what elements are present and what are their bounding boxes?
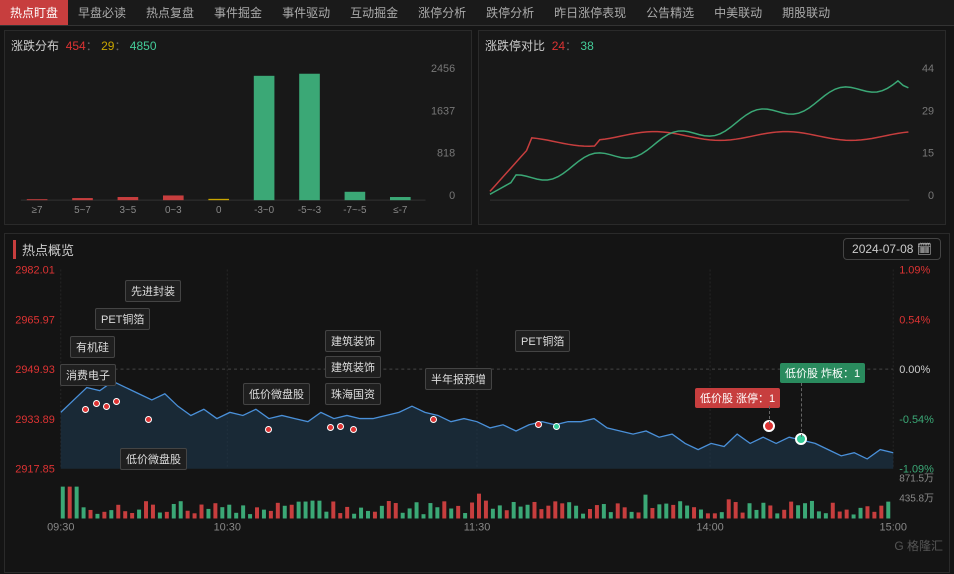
- tab-7[interactable]: 跌停分析: [476, 0, 544, 25]
- svg-text:10:30: 10:30: [214, 521, 241, 533]
- svg-text:0~3: 0~3: [165, 205, 182, 216]
- linecmp-chart: 44 29 15 0: [485, 56, 939, 216]
- svg-text:2933.89: 2933.89: [15, 414, 55, 426]
- svg-text:2917.85: 2917.85: [15, 464, 55, 476]
- main-header: 热点概览 2024-07-08 🗓: [9, 238, 945, 264]
- date-label: 2024-07-08: [852, 242, 913, 256]
- tab-4[interactable]: 事件驱动: [272, 0, 340, 25]
- svg-text:0: 0: [928, 190, 934, 202]
- svg-text:435.8万: 435.8万: [899, 494, 934, 505]
- svg-text:≥7: ≥7: [32, 205, 43, 216]
- tab-9[interactable]: 公告精选: [636, 0, 704, 25]
- tab-2[interactable]: 热点复盘: [136, 0, 204, 25]
- svg-text:44: 44: [922, 63, 934, 75]
- hist-chart: 2456 1637 818 0 ≥7 5~7 3~5 0~3 0 -3~0 -5~-3 -7~-5 ≤-…: [11, 56, 465, 216]
- svg-text:15:00: 15:00: [880, 521, 907, 533]
- tab-1[interactable]: 早盘必读: [68, 0, 136, 25]
- svg-text:11:30: 11:30: [464, 521, 491, 533]
- svg-text:818: 818: [437, 148, 455, 160]
- nav-tabs: 热点盯盘早盘必读热点复盘事件掘金事件驱动互动掘金涨停分析跌停分析昨日涨停表现公告…: [0, 0, 954, 26]
- svg-text:0.00%: 0.00%: [899, 364, 930, 376]
- svg-text:871.5万: 871.5万: [899, 474, 934, 485]
- calendar-icon: 🗓: [917, 242, 932, 256]
- svg-text:09:30: 09:30: [47, 521, 74, 533]
- svg-text:2982.01: 2982.01: [15, 265, 55, 277]
- watermark: G 格隆汇: [894, 537, 943, 554]
- svg-text:0.54%: 0.54%: [899, 314, 930, 326]
- tab-10[interactable]: 中美联动: [704, 0, 772, 25]
- svg-text:2456: 2456: [431, 63, 455, 75]
- tab-6[interactable]: 涨停分析: [408, 0, 476, 25]
- svg-text:-3~0: -3~0: [254, 205, 275, 216]
- svg-text:-5~-3: -5~-3: [298, 205, 322, 216]
- svg-text:15: 15: [922, 148, 934, 160]
- svg-text:≤-7: ≤-7: [393, 205, 407, 216]
- svg-text:-7~-5: -7~-5: [343, 205, 367, 216]
- tab-11[interactable]: 期股联动: [772, 0, 840, 25]
- tab-0[interactable]: 热点盯盘: [0, 0, 68, 25]
- main-chart: 2982.01 1.09% 2965.97 0.54% 2949.93 0.00% 2933…: [9, 264, 945, 534]
- svg-text:1637: 1637: [431, 105, 455, 117]
- linecmp-title-label: 涨跌停对比: [485, 39, 545, 53]
- main-title: 热点概览: [13, 240, 74, 259]
- panel-distribution: 涨跌分布 454： 29： 4850 2456 1637 818 0 ≥7 5~7 3~5 0…: [4, 30, 472, 225]
- linecmp-red-count: 24: [552, 39, 565, 53]
- linecmp-green-count: 38: [580, 39, 593, 53]
- svg-text:14:00: 14:00: [696, 521, 723, 533]
- hist-title-label: 涨跌分布: [11, 39, 59, 53]
- panel-limit-compare: 涨跌停对比 24： 38 44 29 15 0: [478, 30, 946, 225]
- svg-text:-0.54%: -0.54%: [899, 414, 934, 426]
- hist-yellow-count: 29: [101, 39, 114, 53]
- tab-8[interactable]: 昨日涨停表现: [544, 0, 636, 25]
- tab-3[interactable]: 事件掘金: [204, 0, 272, 25]
- hist-title: 涨跌分布 454： 29： 4850: [11, 37, 465, 54]
- hist-red-count: 454: [66, 39, 86, 53]
- svg-text:3~5: 3~5: [120, 205, 137, 216]
- svg-text:0: 0: [449, 190, 455, 202]
- top-row: 涨跌分布 454： 29： 4850 2456 1637 818 0 ≥7 5~7 3~5 0…: [0, 26, 954, 229]
- svg-text:29: 29: [922, 105, 934, 117]
- panel-hotspot-overview: 热点概览 2024-07-08 🗓 2982.01 1.09% 2965.97 0.5…: [4, 233, 950, 573]
- hist-green-count: 4850: [130, 39, 157, 53]
- date-picker[interactable]: 2024-07-08 🗓: [843, 238, 941, 260]
- svg-text:2965.97: 2965.97: [15, 314, 55, 326]
- tab-5[interactable]: 互动掘金: [340, 0, 408, 25]
- svg-text:2949.93: 2949.93: [15, 364, 55, 376]
- svg-text:0: 0: [216, 205, 222, 216]
- svg-text:5~7: 5~7: [74, 205, 91, 216]
- linecmp-title: 涨跌停对比 24： 38: [485, 37, 939, 54]
- svg-text:1.09%: 1.09%: [899, 265, 930, 277]
